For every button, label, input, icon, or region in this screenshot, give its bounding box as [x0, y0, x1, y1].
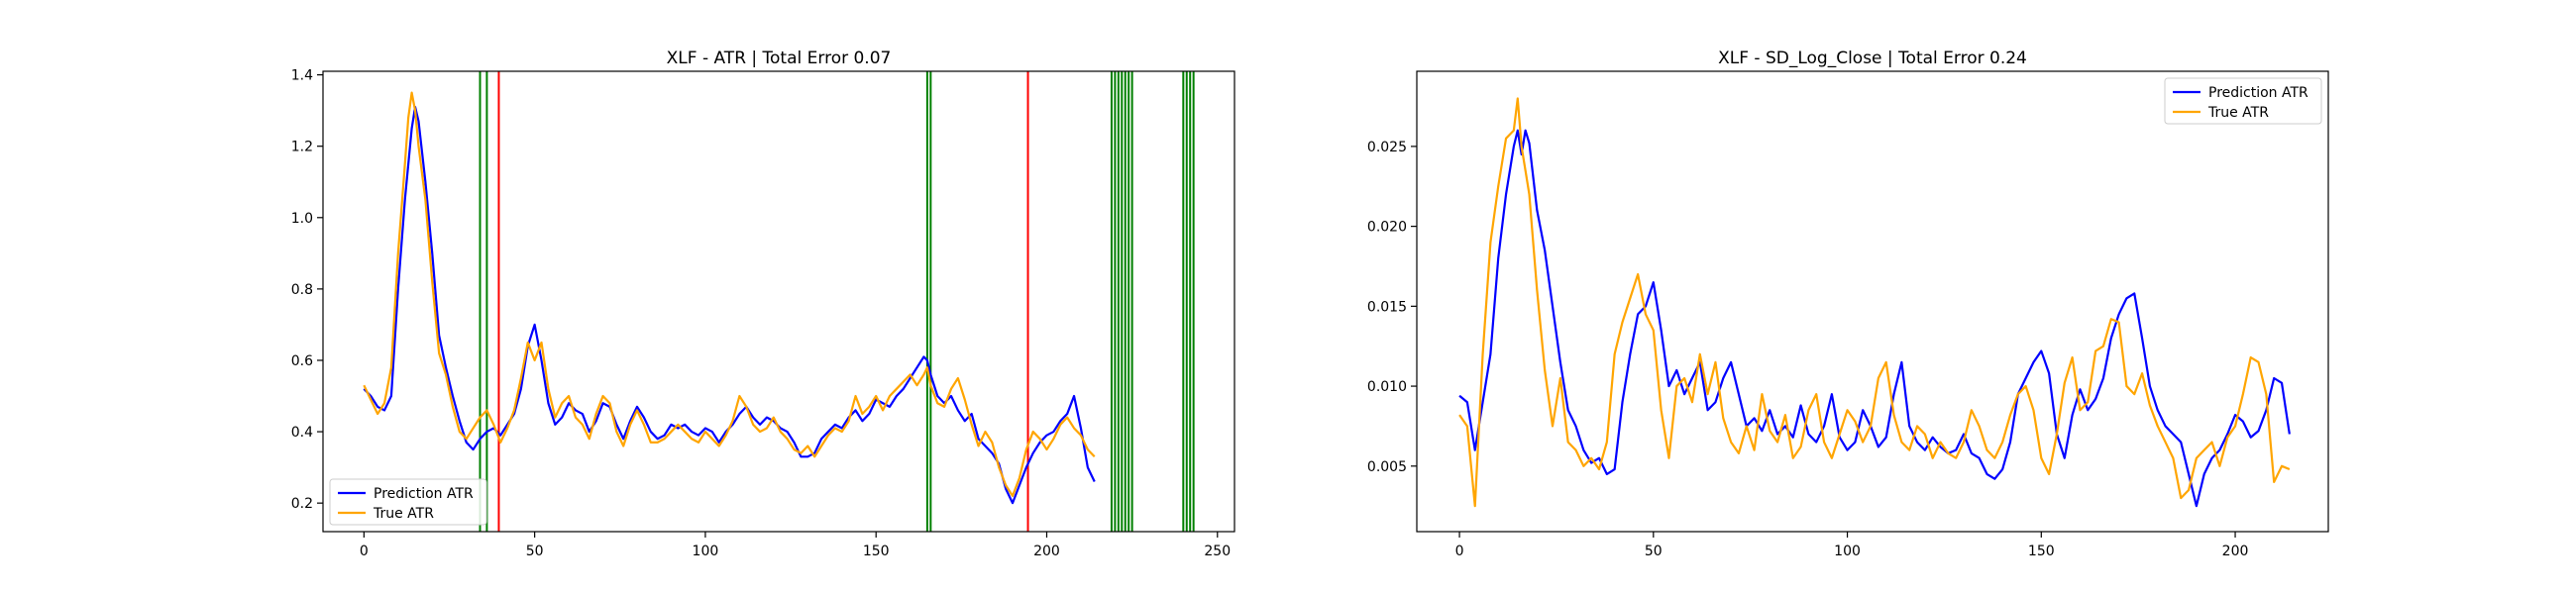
x-tick-label: 100 — [693, 544, 719, 559]
y-tick-label: 0.2 — [291, 496, 313, 512]
x-tick-label: 0 — [1455, 544, 1464, 559]
x-tick-label: 100 — [1834, 544, 1861, 559]
plot-area — [1458, 97, 2291, 508]
legend: Prediction ATR True ATR — [329, 478, 487, 526]
legend-box — [2164, 77, 2322, 125]
axes-frame — [322, 70, 1235, 533]
legend-box — [329, 478, 487, 526]
chart-title: XLF - ATR | Total Error 0.07 — [667, 49, 892, 68]
x-tick-label: 200 — [2222, 544, 2249, 559]
y-tick-label: 1.4 — [291, 68, 313, 84]
legend-label: True ATR — [373, 506, 434, 522]
y-tick-label: 1.2 — [291, 140, 313, 155]
x-tick-label: 200 — [1033, 544, 1060, 559]
series-line-true-atr — [363, 91, 1096, 498]
axes-frame — [1416, 70, 2329, 533]
series-line-prediction-atr — [1458, 129, 2291, 508]
chart-title: XLF - SD_Log_Close | Total Error 0.24 — [1718, 49, 2027, 68]
series-line-prediction-atr — [363, 105, 1096, 505]
legend-label: Prediction ATR — [2208, 85, 2308, 101]
x-tick-label: 150 — [2028, 544, 2055, 559]
plot-area — [363, 71, 1195, 532]
y-tick-label: 0.020 — [1367, 220, 1407, 236]
legend: Prediction ATR True ATR — [2164, 77, 2322, 125]
series-line-true-atr — [1458, 97, 2291, 508]
y-tick-label: 0.6 — [291, 353, 313, 369]
y-tick-label: 0.015 — [1367, 299, 1407, 315]
y-tick-label: 1.0 — [291, 211, 313, 227]
legend-label: True ATR — [2207, 105, 2269, 121]
y-tick-label: 0.005 — [1367, 459, 1407, 475]
y-tick-label: 0.010 — [1367, 379, 1407, 395]
y-tick-label: 0.4 — [291, 425, 313, 441]
x-tick-label: 250 — [1204, 544, 1231, 559]
x-tick-label: 50 — [1645, 544, 1663, 559]
legend-label: Prediction ATR — [374, 486, 474, 502]
y-tick-label: 0.8 — [291, 282, 313, 298]
x-tick-label: 0 — [360, 544, 369, 559]
chart-sd-log-close: XLF - SD_Log_Close | Total Error 0.24 0 50… — [1367, 49, 2329, 559]
x-tick-label: 50 — [526, 544, 544, 559]
x-tick-label: 150 — [863, 544, 890, 559]
y-tick-label: 0.025 — [1367, 140, 1407, 155]
chart-atr: XLF - ATR | Total Error 0.07 0 50 100 150 200… — [291, 49, 1235, 559]
